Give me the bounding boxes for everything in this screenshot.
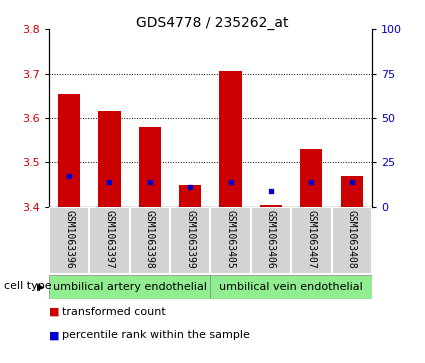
Text: GSM1063408: GSM1063408 — [347, 210, 357, 269]
Bar — [89, 207, 130, 274]
Bar — [251, 207, 291, 274]
Bar — [300, 149, 323, 207]
Text: ■: ■ — [49, 307, 60, 317]
Text: umbilical vein endothelial: umbilical vein endothelial — [219, 282, 363, 292]
Bar — [130, 207, 170, 274]
Bar — [260, 205, 282, 207]
Bar — [49, 274, 210, 299]
Text: GSM1063397: GSM1063397 — [105, 210, 114, 269]
Text: GSM1063405: GSM1063405 — [226, 210, 235, 269]
Bar — [210, 207, 251, 274]
Text: umbilical artery endothelial: umbilical artery endothelial — [53, 282, 207, 292]
Bar — [139, 127, 161, 207]
Bar — [291, 207, 332, 274]
Bar — [98, 111, 121, 207]
Text: GSM1063406: GSM1063406 — [266, 210, 276, 269]
Bar — [340, 176, 363, 207]
Bar — [210, 274, 372, 299]
Bar — [219, 71, 242, 207]
Text: GDS4778 / 235262_at: GDS4778 / 235262_at — [136, 16, 289, 30]
Text: GSM1063407: GSM1063407 — [306, 210, 316, 269]
Text: ■: ■ — [49, 330, 60, 340]
Bar — [49, 207, 89, 274]
Text: percentile rank within the sample: percentile rank within the sample — [62, 330, 249, 340]
Text: GSM1063398: GSM1063398 — [145, 210, 155, 269]
Text: ▶: ▶ — [37, 281, 45, 291]
Text: cell type: cell type — [4, 281, 52, 291]
Bar — [58, 94, 80, 207]
Bar — [170, 207, 210, 274]
Text: GSM1063399: GSM1063399 — [185, 210, 195, 269]
Bar — [179, 185, 201, 207]
Text: transformed count: transformed count — [62, 307, 165, 317]
Bar — [332, 207, 372, 274]
Text: GSM1063396: GSM1063396 — [64, 210, 74, 269]
